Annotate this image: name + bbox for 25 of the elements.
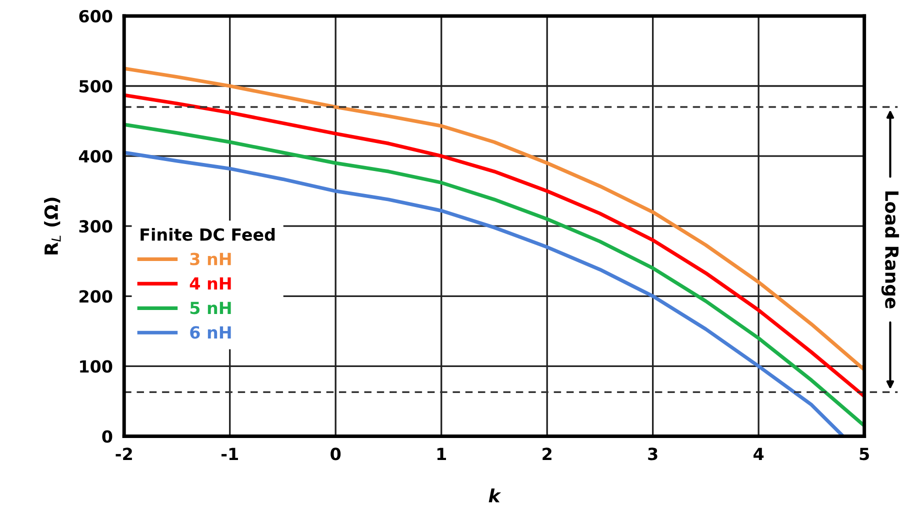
legend-title: Finite DC Feed xyxy=(140,228,275,241)
x-tick-label: 2 xyxy=(542,448,552,460)
legend-label: 5 nH xyxy=(190,302,231,314)
line-series xyxy=(124,93,864,398)
text: Load Range xyxy=(881,192,900,308)
y-tick-label: 400 xyxy=(78,150,112,163)
x-tick-label: 0 xyxy=(330,448,341,460)
y-tick-label: 500 xyxy=(80,80,112,93)
y-axis-title: R$_{L}$ (Ω) xyxy=(44,198,61,254)
y-tick-label: 0 xyxy=(102,430,112,443)
x-tick-label: 5 xyxy=(860,448,869,460)
y-tick-label: 200 xyxy=(80,290,112,303)
y-tick-label: 600 xyxy=(79,10,112,23)
y-tick-label: 100 xyxy=(80,360,112,373)
legend-label: 6 nH xyxy=(190,326,231,339)
legend-label: 3 nH xyxy=(190,252,231,266)
legend-label: 4 nH xyxy=(190,277,231,290)
x-tick-label: 3 xyxy=(648,448,658,460)
x-axis-title: k xyxy=(488,488,502,502)
line-series xyxy=(124,66,864,372)
x-tick-label: 4 xyxy=(754,448,764,460)
x-tick-label: 1 xyxy=(437,448,446,460)
y-tick-label: 300 xyxy=(79,220,112,233)
x-tick-label: -1 xyxy=(222,448,238,460)
x-tick-label: -2 xyxy=(116,448,132,460)
